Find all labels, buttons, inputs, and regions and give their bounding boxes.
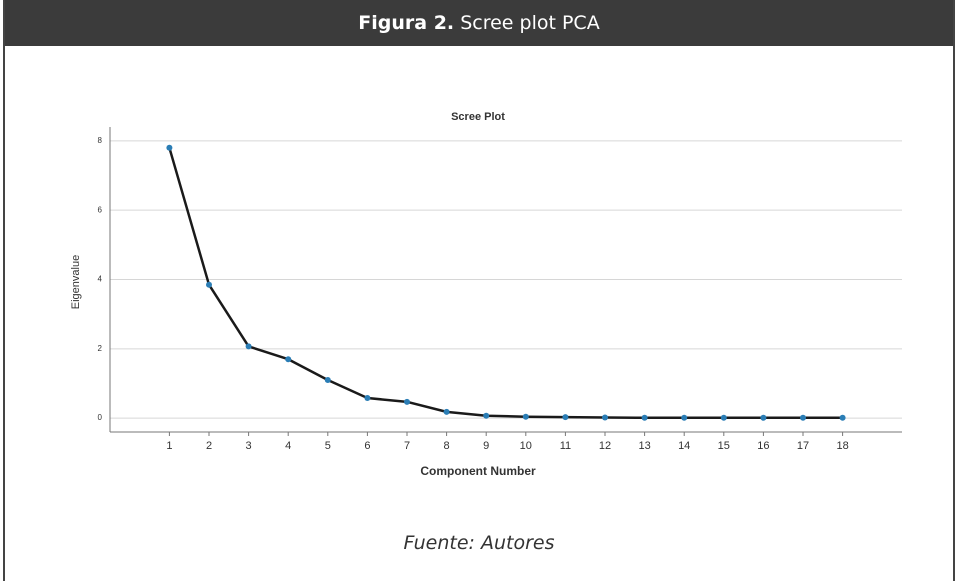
y-axis-label: Eigenvalue [70, 255, 82, 309]
y-tick-label: 6 [98, 205, 103, 214]
data-point [800, 414, 806, 421]
x-tick-label: 10 [520, 440, 532, 452]
data-point [760, 414, 767, 421]
x-tick-label: 11 [560, 440, 571, 452]
x-tick-label: 9 [483, 440, 489, 452]
x-tick-label: 14 [678, 440, 690, 452]
data-point [245, 343, 252, 350]
x-tick-label: 13 [638, 440, 650, 452]
data-point [522, 413, 529, 420]
data-point [166, 144, 173, 151]
data-point [641, 414, 648, 421]
data-point [839, 414, 846, 421]
figure-header: Figura 2. Scree plot PCA [5, 0, 953, 46]
data-line [168, 147, 843, 420]
figure-title: Scree plot PCA [460, 12, 600, 34]
figure-caption: Fuente: Autores [403, 532, 555, 554]
figure-frame: Figura 2. Scree plot PCA Fuente: Autores [3, 0, 955, 581]
x-tick-label: 8 [444, 440, 450, 452]
y-tick-label: 8 [98, 136, 103, 145]
data-point [483, 412, 490, 419]
x-tick-label: 6 [364, 440, 370, 452]
x-tick-label: 17 [797, 440, 809, 452]
data-point [206, 281, 212, 288]
x-tick-label: 18 [836, 440, 848, 452]
data-point [285, 356, 292, 363]
figure-label: Figura 2. [358, 12, 455, 34]
data-point [404, 398, 410, 405]
data-point [602, 414, 608, 421]
data-point [443, 408, 450, 415]
x-axis-label: Component Number [420, 464, 536, 478]
data-point [324, 377, 331, 384]
data-point [364, 395, 371, 402]
chart-title: Scree Plot [451, 111, 505, 123]
y-tick-label: 2 [98, 344, 103, 353]
x-tick-label: 16 [757, 440, 769, 452]
y-tick-label: 4 [98, 275, 103, 284]
x-tick-label: 12 [599, 440, 611, 452]
data-point [720, 414, 727, 421]
x-tick-label: 15 [718, 440, 730, 452]
x-tick-label: 7 [404, 440, 410, 452]
x-tick-label: 4 [285, 440, 291, 452]
x-tick-label: 2 [206, 440, 212, 452]
data-point [562, 414, 569, 421]
x-tick-label: 5 [325, 440, 331, 452]
x-tick-label: 3 [246, 440, 252, 452]
x-tick-label: 1 [166, 440, 172, 452]
data-point [681, 414, 688, 421]
y-tick-label: 0 [98, 413, 103, 422]
